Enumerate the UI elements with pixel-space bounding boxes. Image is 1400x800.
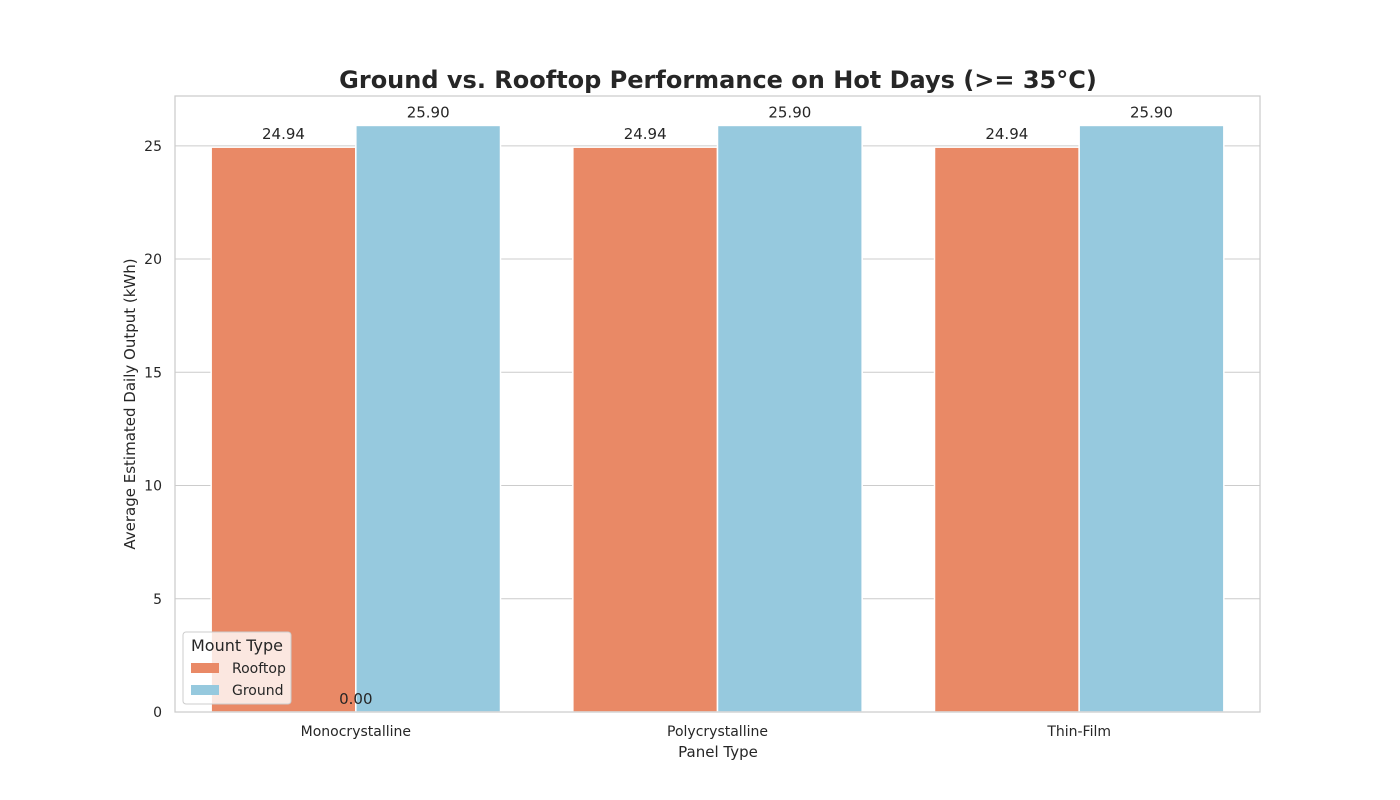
x-axis-ticks: Monocrystalline Polycrystalline Thin-Film [301,724,1111,740]
y-tick-label-5: 5 [153,592,162,608]
bar-ground-1 [716,124,863,713]
legend-label-ground: Ground [232,683,284,699]
y-tick-label-20: 20 [144,252,162,268]
x-tick-label-2: Thin-Film [1046,724,1111,740]
legend-title: Mount Type [191,636,283,655]
bar-value-label-ground-0: 25.90 [407,103,450,121]
bar-value-label-rooftop-0: 24.94 [262,125,305,143]
plot-frame [174,95,1261,713]
bar-value-label-ground-2: 25.90 [1130,103,1173,121]
bar-rooftop-1 [572,146,719,713]
legend-swatch-rooftop [191,663,219,673]
x-tick-label-1: Polycrystalline [667,724,768,740]
legend-swatch-ground [191,685,219,695]
legend: Mount Type Rooftop Ground [182,631,292,705]
bar-value-label-rooftop-1: 24.94 [624,125,667,143]
bar-rooftop-2 [933,146,1080,713]
chart-title: Ground vs. Rooftop Performance on Hot Da… [339,66,1097,94]
bars [210,124,1225,713]
y-tick-label-15: 15 [144,365,162,381]
y-tick-label-10: 10 [144,479,162,495]
bar-rooftop-0 [210,146,357,713]
zero-value-label: 0.00 [339,690,372,708]
y-tick-label-0: 0 [153,705,162,721]
bar-value-label-rooftop-2: 24.94 [985,125,1028,143]
y-axis-label: Average Estimated Daily Output (kWh) [121,258,139,549]
bar-ground-2 [1078,124,1225,713]
bar-ground-0 [355,124,502,713]
x-tick-label-0: Monocrystalline [301,724,411,740]
bar-labels: 24.94 24.94 24.94 25.90 25.90 25.90 0.00 [262,103,1173,708]
bar-value-label-ground-1: 25.90 [768,103,811,121]
y-axis-ticks: 0 5 10 15 20 25 [144,139,162,721]
legend-label-rooftop: Rooftop [232,661,286,677]
x-axis-label: Panel Type [678,743,758,761]
y-tick-label-25: 25 [144,139,162,155]
